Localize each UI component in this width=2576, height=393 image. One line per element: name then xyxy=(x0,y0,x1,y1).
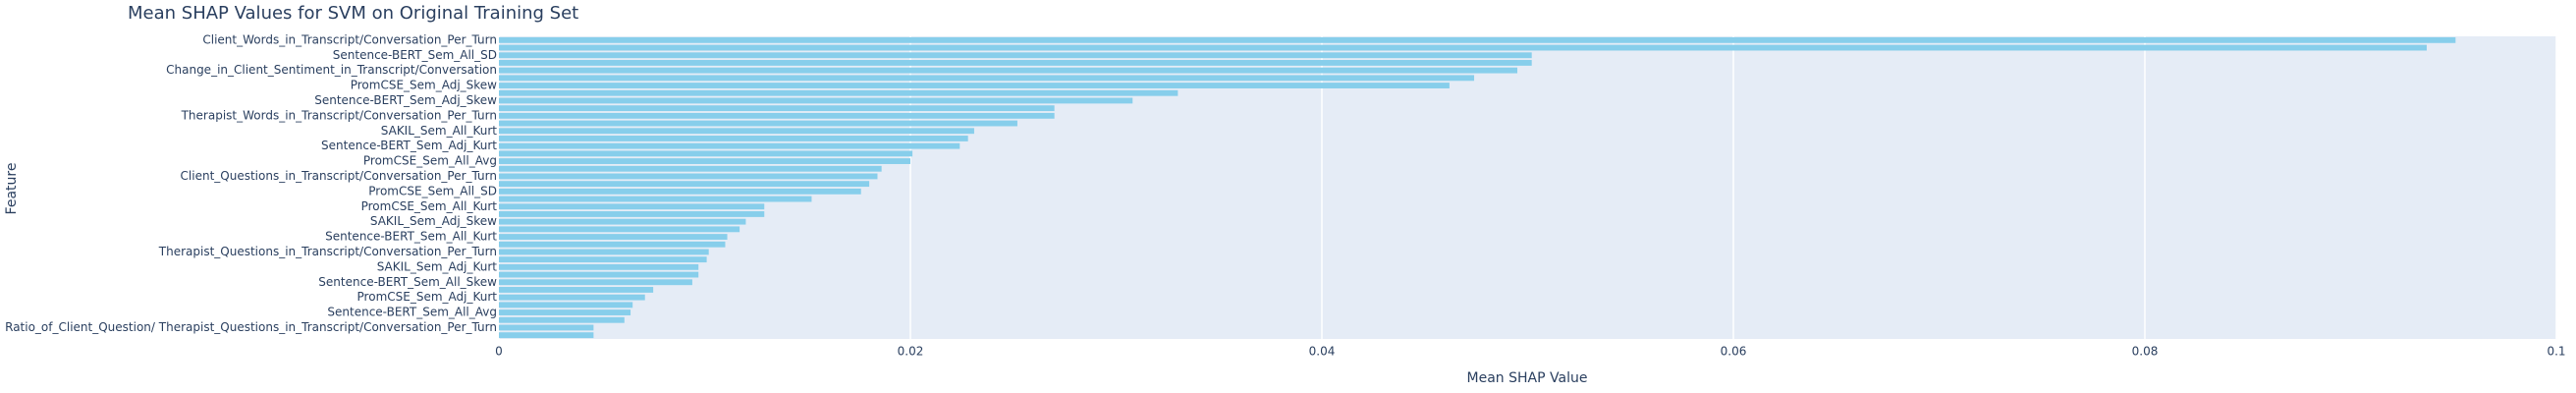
x-tick-label: 0.06 xyxy=(1721,345,1747,359)
bar xyxy=(499,249,709,255)
x-tick-label: 0.02 xyxy=(898,345,924,359)
bar xyxy=(499,158,910,164)
y-tick-label: PromCSE_Sem_Adj_Skew xyxy=(351,79,497,92)
y-tick-label: Sentence-BERT_Sem_All_SD xyxy=(333,48,497,62)
y-tick-label: Sentence-BERT_Sem_All_Skew xyxy=(318,275,497,289)
bar xyxy=(499,218,746,225)
bar xyxy=(499,173,878,180)
bar xyxy=(499,188,861,195)
bar xyxy=(499,89,1178,96)
bar xyxy=(499,67,1518,74)
bar xyxy=(499,52,1532,59)
bar xyxy=(499,75,1475,82)
bar xyxy=(499,44,2428,51)
bar xyxy=(499,324,594,331)
bar xyxy=(499,332,594,339)
x-tick-label: 0.08 xyxy=(2132,345,2159,359)
y-tick-label: Client_Questions_in_Transcript/Conversat… xyxy=(181,169,497,183)
bar xyxy=(499,241,726,248)
y-tick-label: Therapist_Questions_in_Transcript/Conver… xyxy=(158,245,497,258)
bar xyxy=(499,83,1450,88)
chart-title: Mean SHAP Values for SVM on Original Tra… xyxy=(128,3,578,24)
y-tick-label: Change_in_Client_Sentiment_in_Transcript… xyxy=(166,63,497,77)
bar xyxy=(499,309,631,315)
bar xyxy=(499,234,728,240)
y-tick-label: Client_Words_in_Transcript/Conversation_… xyxy=(202,32,497,46)
y-tick-label: Sentence-BERT_Sem_All_Kurt xyxy=(325,230,497,244)
y-tick-label: SAKIL_Sem_All_Kurt xyxy=(381,124,498,138)
bar xyxy=(499,60,1532,66)
x-tick-label: 0.1 xyxy=(2547,345,2565,359)
y-tick-label: Therapist_Words_in_Transcript/Conversati… xyxy=(181,108,497,122)
x-axis-title: Mean SHAP Value xyxy=(1467,370,1588,386)
bar xyxy=(499,256,707,263)
bar xyxy=(499,97,1133,104)
bar xyxy=(499,142,960,149)
y-tick-label: PromCSE_Sem_All_Kurt xyxy=(361,199,498,213)
x-tick-label: 0 xyxy=(495,345,503,359)
y-tick-label: SAKIL_Sem_Adj_Skew xyxy=(370,214,497,228)
bar xyxy=(499,279,692,286)
y-tick-label: Sentence-BERT_Sem_Adj_Skew xyxy=(314,93,497,107)
y-tick-label: PromCSE_Sem_All_SD xyxy=(368,184,497,197)
plot-area xyxy=(499,36,2556,339)
bar xyxy=(499,112,1055,119)
y-tick-label: Sentence-BERT_Sem_Adj_Kurt xyxy=(321,139,497,152)
bar xyxy=(499,150,913,157)
bar xyxy=(499,263,699,270)
bar xyxy=(499,271,699,278)
bar xyxy=(499,302,633,309)
y-tick-label: PromCSE_Sem_All_Avg xyxy=(363,154,497,168)
bar xyxy=(499,226,740,233)
bar xyxy=(499,165,882,172)
y-tick-label: PromCSE_Sem_Adj_Kurt xyxy=(357,290,498,304)
bar xyxy=(499,196,812,202)
y-tick-label: Ratio_of_Client_Question/ Therapist_Ques… xyxy=(5,320,497,334)
bar xyxy=(499,136,968,141)
y-axis-title: Feature xyxy=(4,163,20,215)
bar xyxy=(499,316,625,323)
bar xyxy=(499,294,645,301)
bar xyxy=(499,128,974,135)
bar xyxy=(499,203,765,210)
bar xyxy=(499,211,765,217)
x-tick-label: 0.04 xyxy=(1309,345,1336,359)
bar xyxy=(499,120,1017,127)
bar xyxy=(499,105,1055,112)
bar xyxy=(499,287,654,293)
bar xyxy=(499,36,2456,43)
y-tick-label: SAKIL_Sem_Adj_Kurt xyxy=(377,259,498,273)
bar xyxy=(499,181,870,188)
y-tick-label: Sentence-BERT_Sem_All_Avg xyxy=(327,306,497,319)
